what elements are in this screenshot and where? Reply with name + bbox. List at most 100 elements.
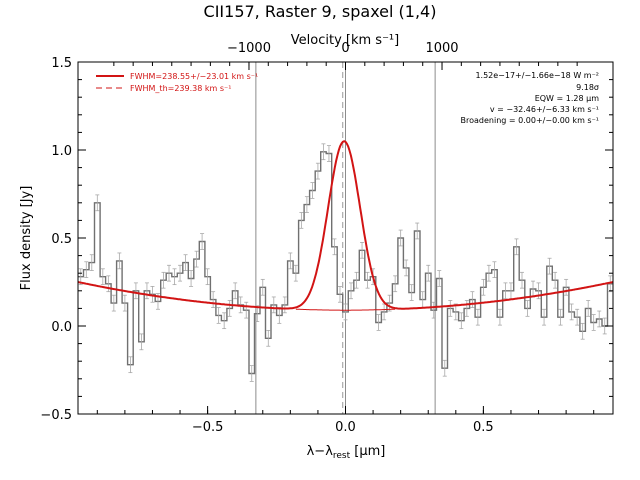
error-bar xyxy=(255,305,260,323)
error-bar xyxy=(365,271,370,289)
error-bar xyxy=(194,250,199,268)
error-bar xyxy=(442,359,447,377)
error-bar xyxy=(222,312,227,330)
error-bar xyxy=(211,291,216,308)
error-bar xyxy=(100,268,105,286)
error-bar xyxy=(84,261,89,279)
error-bar xyxy=(282,296,287,314)
error-bar xyxy=(597,310,602,328)
error-bar xyxy=(564,278,569,296)
error-bar xyxy=(376,314,381,331)
error-bar xyxy=(321,143,326,161)
error-bar xyxy=(464,300,469,317)
error-bar xyxy=(111,294,116,312)
legend-label-fwhm: FWHM=238.55+/−23.01 km s⁻¹ xyxy=(130,72,258,81)
error-bar xyxy=(514,238,519,256)
error-bar xyxy=(404,259,409,277)
x-tick-label: 0.0 xyxy=(335,420,356,435)
spectrum-histogram xyxy=(78,151,613,375)
x-axis-label-unit: [μm] xyxy=(350,444,385,459)
error-bar xyxy=(343,303,348,321)
y-axis-label: Flux density [Jy] xyxy=(19,186,34,291)
error-bar xyxy=(95,194,100,212)
error-bar xyxy=(393,275,398,293)
spectrum xyxy=(78,143,613,382)
error-bar xyxy=(89,254,94,271)
x-tick-label: 0.5 xyxy=(473,420,494,435)
error-bar xyxy=(602,317,607,335)
error-bar xyxy=(249,365,254,382)
legend: FWHM=238.55+/−23.01 km s⁻¹ FWHM_th=239.3… xyxy=(96,72,258,93)
error-bar xyxy=(542,308,547,326)
error-bar xyxy=(481,278,486,296)
error-bar xyxy=(133,282,138,300)
error-bar xyxy=(122,294,127,312)
error-bar xyxy=(293,264,298,282)
y-tick-label: 0.5 xyxy=(51,232,72,247)
x-axis-label-main: λ−λ xyxy=(307,444,334,459)
error-bar xyxy=(470,291,475,308)
error-bar xyxy=(172,268,177,286)
error-bar xyxy=(183,254,188,271)
error-bar xyxy=(547,257,552,275)
error-bar xyxy=(519,271,524,289)
error-bar xyxy=(591,314,596,331)
continuum-under-line xyxy=(295,308,396,311)
error-bar xyxy=(415,222,420,240)
error-bar xyxy=(288,252,293,270)
error-bar xyxy=(139,333,144,351)
annotation-broadening: Broadening = 0.00+/−0.00 km s⁻¹ xyxy=(461,116,599,125)
error-bar xyxy=(503,282,508,300)
error-bar xyxy=(431,301,436,319)
error-bar xyxy=(475,308,480,326)
top-tick-label: −1000 xyxy=(227,41,271,56)
error-bar xyxy=(150,285,155,303)
y-tick-label: 1.0 xyxy=(51,144,72,159)
error-bar xyxy=(117,252,122,270)
error-bar xyxy=(492,261,497,279)
annotation-sigma: 9.18σ xyxy=(576,83,599,92)
error-bar xyxy=(244,301,249,319)
top-tick-label: 0 xyxy=(341,41,349,56)
error-bar xyxy=(398,229,403,247)
error-bar xyxy=(426,264,431,282)
x-tick-label: −0.5 xyxy=(192,420,224,435)
error-bar xyxy=(409,284,414,301)
error-bar xyxy=(580,322,585,340)
error-bar xyxy=(233,282,238,300)
error-bar xyxy=(227,300,232,317)
y-tick-label: −0.5 xyxy=(40,408,72,423)
error-bar xyxy=(304,196,309,213)
annotations: 1.52e−17+/−1.66e−18 W m⁻² 9.18σ EQW = 1.… xyxy=(461,71,600,125)
legend-label-fwhm-th: FWHM_th=239.38 km s⁻¹ xyxy=(130,84,231,93)
error-bar xyxy=(586,300,591,317)
error-bar xyxy=(326,145,331,162)
error-bar xyxy=(271,296,276,314)
error-bar xyxy=(144,282,149,300)
error-bar xyxy=(189,270,194,287)
error-bar xyxy=(354,271,359,289)
error-bar xyxy=(128,356,133,374)
error-bar xyxy=(178,264,183,282)
top-tick-label: 1000 xyxy=(425,41,458,56)
error-bar xyxy=(448,300,453,317)
error-bar xyxy=(161,271,166,289)
error-bar xyxy=(553,271,558,289)
reference-lines xyxy=(255,62,436,414)
error-bar xyxy=(205,268,210,286)
error-bar xyxy=(608,275,613,293)
error-bar xyxy=(437,270,442,287)
error-bar xyxy=(216,307,221,324)
error-bar xyxy=(569,303,574,321)
error-bar xyxy=(167,264,172,282)
error-bar xyxy=(558,308,563,326)
error-bar xyxy=(332,238,337,256)
error-bar xyxy=(453,303,458,321)
y-tick-label: 0.0 xyxy=(51,320,72,335)
chart-title: CII157, Raster 9, spaxel (1,4) xyxy=(204,2,437,21)
error-bar xyxy=(299,212,304,229)
error-bar xyxy=(349,282,354,300)
error-bar xyxy=(200,233,205,250)
top-axis-label: Velocity [km s⁻¹] xyxy=(291,33,399,48)
